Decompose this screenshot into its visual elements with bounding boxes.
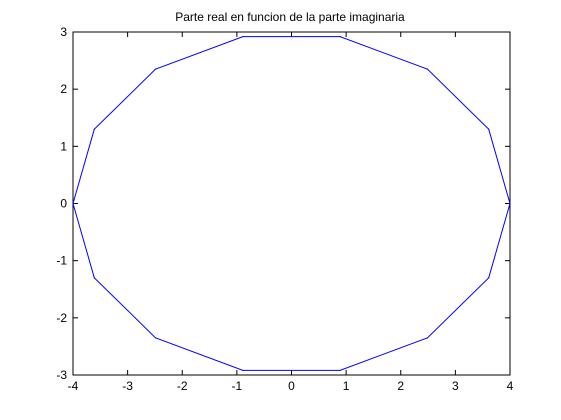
x-tick-label: -1 <box>232 379 243 393</box>
data-point <box>426 68 429 70</box>
y-tick-label: 1 <box>60 139 67 153</box>
data-point <box>72 202 74 205</box>
x-tick-label: 3 <box>452 379 459 393</box>
y-tick-label: 0 <box>60 197 67 211</box>
data-point <box>242 35 244 38</box>
x-tick-label: -3 <box>122 379 133 393</box>
data-point <box>488 277 490 279</box>
x-tick-label: -2 <box>177 379 188 393</box>
data-point <box>339 369 341 372</box>
data-point <box>93 128 95 130</box>
y-tick-label: -1 <box>56 254 67 268</box>
data-point <box>509 202 511 205</box>
plot-area-frame <box>72 31 511 376</box>
data-point <box>488 128 490 130</box>
data-point <box>426 337 429 339</box>
x-tick-label: 2 <box>397 379 404 393</box>
y-tick-label: 3 <box>60 25 67 39</box>
data-point <box>339 35 341 38</box>
data-point <box>154 68 157 70</box>
chart-title: Parte real en funcion de la parte imagin… <box>175 10 405 24</box>
y-tick-label: -3 <box>56 368 67 382</box>
series-group <box>72 35 511 372</box>
x-tick-label: 1 <box>343 379 350 393</box>
y-tick-label: -2 <box>56 311 67 325</box>
data-point <box>154 337 157 339</box>
x-tick-label: 4 <box>507 379 514 393</box>
x-tick-label: -4 <box>68 379 79 393</box>
data-point <box>93 277 95 279</box>
y-tick-label: 2 <box>60 82 67 96</box>
x-tick-label: 0 <box>288 379 295 393</box>
data-point <box>242 369 244 372</box>
y-axis: -3 -2 -1 0 1 2 3 <box>56 25 510 382</box>
